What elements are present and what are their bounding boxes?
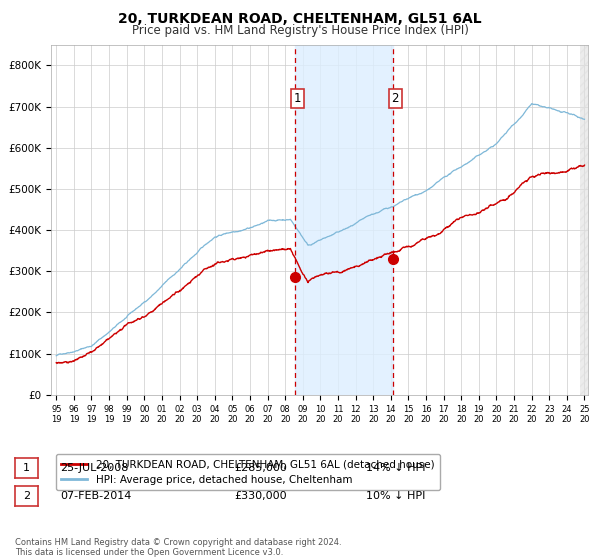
Text: 10% ↓ HPI: 10% ↓ HPI [366, 491, 425, 501]
Bar [295, 45, 392, 395]
Text: Price paid vs. HM Land Registry's House Price Index (HPI): Price paid vs. HM Land Registry's House … [131, 24, 469, 36]
Text: 25-JUL-2008: 25-JUL-2008 [60, 463, 128, 473]
Text: Contains HM Land Registry data © Crown copyright and database right 2024.
This d: Contains HM Land Registry data © Crown c… [15, 538, 341, 557]
Text: 2: 2 [391, 92, 399, 105]
Text: 07-FEB-2014: 07-FEB-2014 [60, 491, 131, 501]
Legend: 20, TURKDEAN ROAD, CHELTENHAM, GL51 6AL (detached house), HPI: Average price, de: 20, TURKDEAN ROAD, CHELTENHAM, GL51 6AL … [56, 454, 440, 490]
Text: 2: 2 [23, 491, 30, 501]
Text: 1: 1 [23, 463, 30, 473]
Bar [580, 45, 590, 395]
Text: £330,000: £330,000 [234, 491, 287, 501]
Text: 1: 1 [294, 92, 301, 105]
Text: £285,000: £285,000 [234, 463, 287, 473]
Text: 20, TURKDEAN ROAD, CHELTENHAM, GL51 6AL: 20, TURKDEAN ROAD, CHELTENHAM, GL51 6AL [118, 12, 482, 26]
Text: 14% ↓ HPI: 14% ↓ HPI [366, 463, 425, 473]
